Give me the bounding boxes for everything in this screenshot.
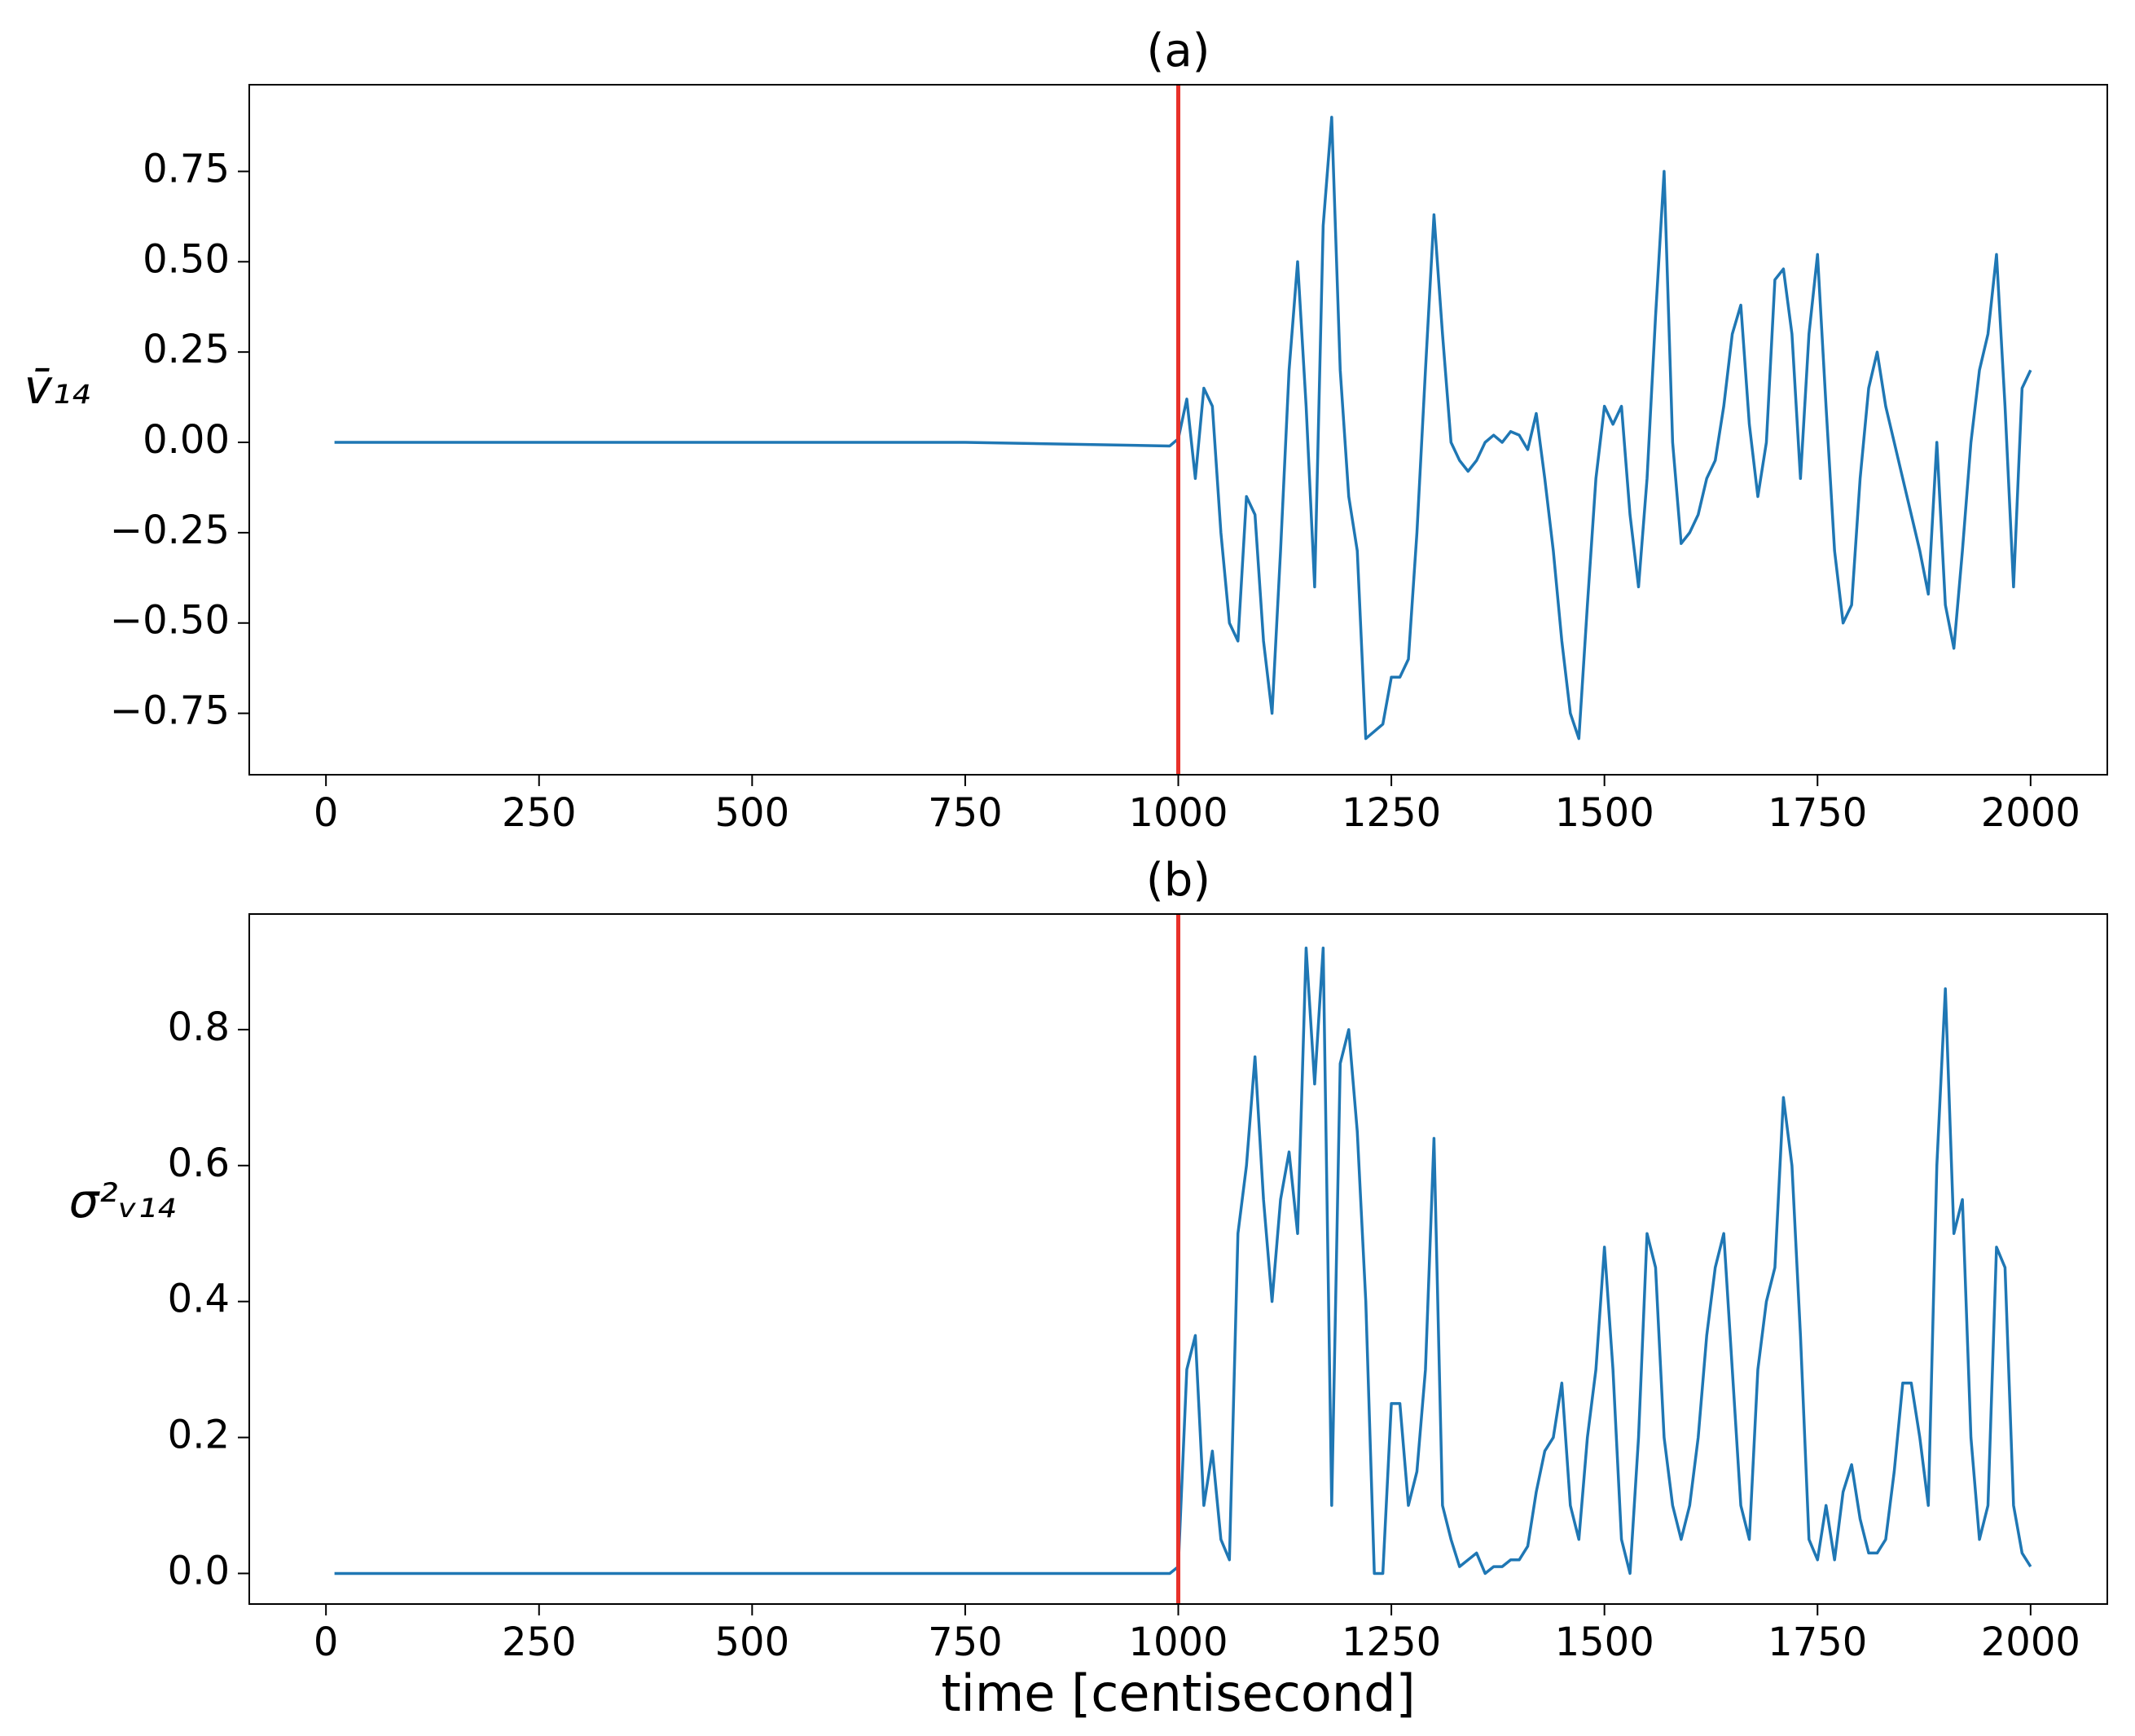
y-axis-label: σ²ᵥ₁₄ — [69, 1173, 176, 1228]
y-tick-label: 0.6 — [168, 1140, 230, 1186]
plot-frame — [248, 84, 2108, 776]
chart-title: (b) — [1146, 854, 1210, 907]
x-tick-label: 0 — [314, 790, 339, 836]
x-tick-label: 1500 — [1555, 790, 1654, 836]
plot-frame — [248, 913, 2108, 1605]
chart-title: (a) — [1146, 24, 1210, 77]
y-tick-label: −0.25 — [110, 508, 230, 553]
x-tick-label: 250 — [502, 1620, 577, 1665]
y-tick-label: 0.00 — [143, 417, 230, 463]
x-tick-label: 0 — [314, 1620, 339, 1665]
x-tick-label: 500 — [715, 1620, 790, 1665]
x-tick-label: 1250 — [1342, 1620, 1441, 1665]
x-axis-label: time [centisecond] — [941, 1663, 1415, 1723]
y-tick-label: 0.4 — [168, 1277, 230, 1322]
y-tick-label: 0.0 — [168, 1548, 230, 1593]
x-tick-label: 1500 — [1555, 1620, 1654, 1665]
x-tick-label: 2000 — [1981, 790, 2080, 836]
data-line — [334, 116, 2032, 741]
x-tick-label: 1000 — [1128, 1620, 1228, 1665]
x-tick-label: 500 — [715, 790, 790, 836]
x-tick-label: 1750 — [1768, 790, 1867, 836]
y-axis-label: v̄₁₄ — [24, 359, 90, 415]
x-tick-label: 750 — [928, 1620, 1003, 1665]
x-tick-label: 1750 — [1768, 1620, 1867, 1665]
x-tick-label: 250 — [502, 790, 577, 836]
y-tick-label: 0.2 — [168, 1413, 230, 1458]
x-tick-label: 2000 — [1981, 1620, 2080, 1665]
x-tick-label: 1250 — [1342, 790, 1441, 836]
data-line — [334, 946, 2032, 1576]
y-tick-label: 0.25 — [143, 327, 230, 372]
y-tick-label: 0.75 — [143, 146, 230, 191]
y-tick-label: −0.75 — [110, 688, 230, 734]
y-tick-label: 0.50 — [143, 236, 230, 282]
x-tick-label: 1000 — [1128, 790, 1228, 836]
y-tick-label: −0.50 — [110, 598, 230, 644]
y-tick-label: 0.8 — [168, 1004, 230, 1050]
x-tick-label: 750 — [928, 790, 1003, 836]
